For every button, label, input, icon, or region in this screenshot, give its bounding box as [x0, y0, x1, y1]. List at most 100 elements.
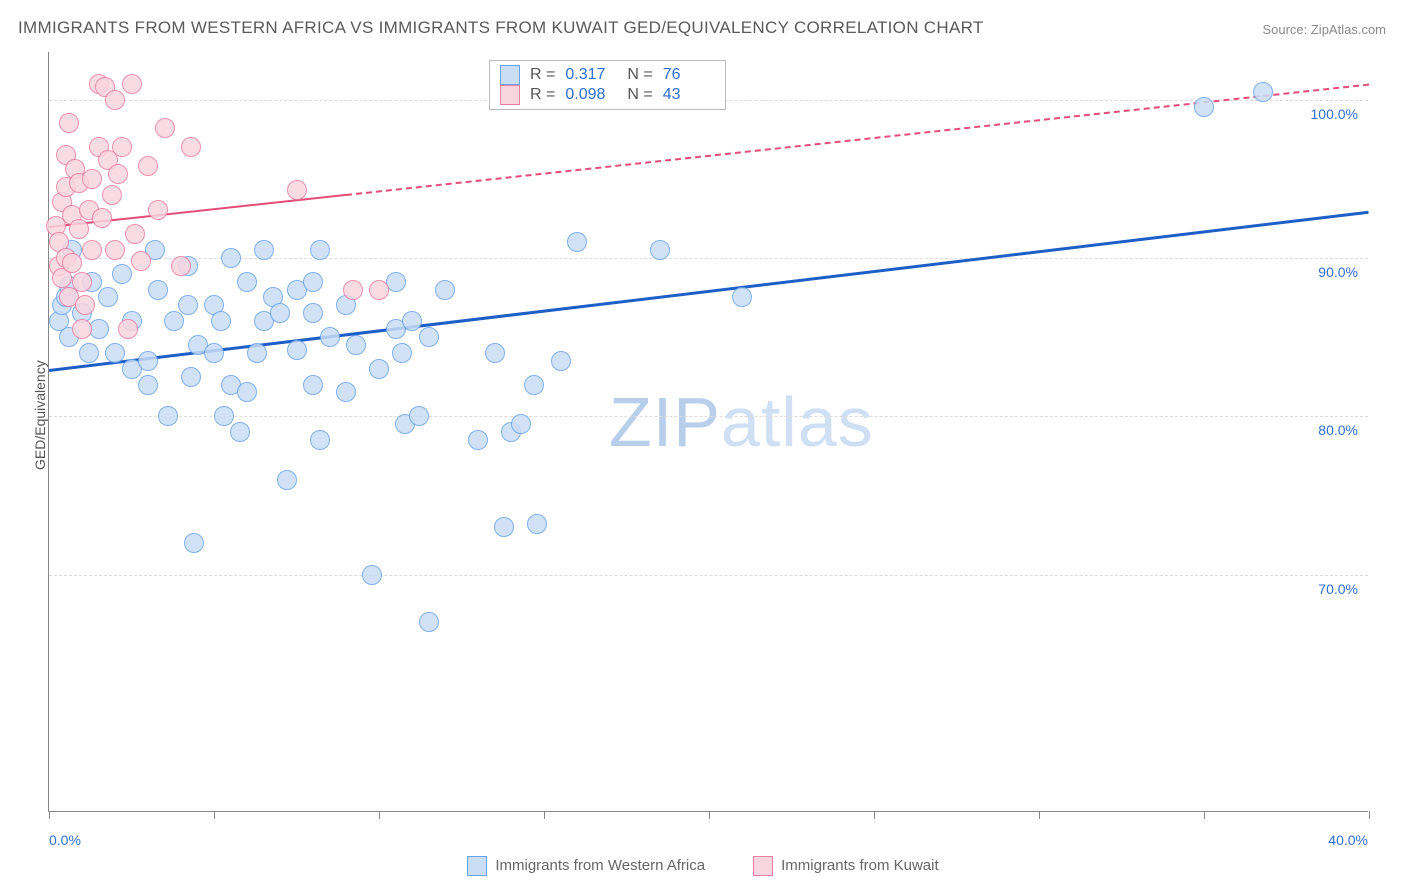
data-point — [72, 319, 92, 339]
data-point — [369, 359, 389, 379]
x-tick — [214, 811, 215, 819]
legend-bottom: Immigrants from Western Africa Immigrants… — [0, 856, 1406, 876]
x-tick — [874, 811, 875, 819]
data-point — [303, 375, 323, 395]
data-point — [184, 533, 204, 553]
gridline — [49, 575, 1368, 576]
chart-title: IMMIGRANTS FROM WESTERN AFRICA VS IMMIGR… — [18, 18, 984, 38]
data-point — [310, 240, 330, 260]
data-point — [419, 612, 439, 632]
x-tick — [544, 811, 545, 819]
data-point — [221, 248, 241, 268]
data-point — [650, 240, 670, 260]
stats-n-value: 43 — [663, 86, 715, 104]
data-point — [181, 137, 201, 157]
data-point — [270, 303, 290, 323]
data-point — [138, 351, 158, 371]
data-point — [102, 185, 122, 205]
x-tick — [1039, 811, 1040, 819]
data-point — [82, 169, 102, 189]
data-point — [105, 90, 125, 110]
data-point — [75, 295, 95, 315]
data-point — [155, 118, 175, 138]
data-point — [485, 343, 505, 363]
data-point — [148, 280, 168, 300]
stats-n-label: N = — [627, 86, 652, 104]
data-point — [112, 264, 132, 284]
data-point — [82, 240, 102, 260]
y-tick-label: 70.0% — [1318, 581, 1358, 597]
legend-swatch — [753, 856, 773, 876]
stats-n-label: N = — [627, 66, 652, 84]
y-axis-label: GED/Equivalency — [32, 360, 48, 470]
data-point — [108, 164, 128, 184]
data-point — [254, 240, 274, 260]
data-point — [732, 287, 752, 307]
data-point — [98, 287, 118, 307]
data-point — [303, 272, 323, 292]
data-point — [237, 272, 257, 292]
x-tick — [49, 811, 50, 819]
y-tick-label: 80.0% — [1318, 422, 1358, 438]
data-point — [237, 382, 257, 402]
data-point — [59, 113, 79, 133]
data-point — [69, 219, 89, 239]
stats-r-label: R = — [530, 66, 555, 84]
x-tick-label-left: 0.0% — [49, 832, 81, 848]
data-point — [158, 406, 178, 426]
x-tick — [1369, 811, 1370, 819]
data-point — [551, 351, 571, 371]
stats-box: R = 0.317 N = 76R = 0.098 N = 43 — [489, 60, 726, 110]
plot-area: ZIPatlas 70.0%80.0%90.0%100.0%0.0%40.0%R… — [48, 52, 1368, 812]
data-point — [118, 319, 138, 339]
data-point — [511, 414, 531, 434]
data-point — [336, 382, 356, 402]
stats-swatch — [500, 65, 520, 85]
watermark: ZIPatlas — [609, 382, 874, 462]
data-point — [468, 430, 488, 450]
stats-r-value: 0.098 — [565, 86, 617, 104]
data-point — [247, 343, 267, 363]
legend-item: Immigrants from Western Africa — [467, 856, 705, 876]
data-point — [138, 156, 158, 176]
stats-n-value: 76 — [663, 66, 715, 84]
data-point — [409, 406, 429, 426]
watermark-part-b: atlas — [721, 383, 874, 461]
gridline — [49, 416, 1368, 417]
data-point — [79, 343, 99, 363]
data-point — [62, 253, 82, 273]
gridline — [49, 258, 1368, 259]
data-point — [211, 311, 231, 331]
source-label: Source: ZipAtlas.com — [1262, 22, 1386, 37]
data-point — [369, 280, 389, 300]
data-point — [164, 311, 184, 331]
data-point — [105, 240, 125, 260]
data-point — [112, 137, 132, 157]
data-point — [494, 517, 514, 537]
data-point — [362, 565, 382, 585]
data-point — [92, 208, 112, 228]
watermark-part-a: ZIP — [609, 383, 721, 461]
x-tick — [379, 811, 380, 819]
data-point — [230, 422, 250, 442]
data-point — [402, 311, 422, 331]
data-point — [287, 340, 307, 360]
data-point — [125, 224, 145, 244]
data-point — [122, 74, 142, 94]
stats-row: R = 0.317 N = 76 — [500, 65, 715, 85]
x-tick-label-right: 40.0% — [1328, 832, 1368, 848]
stats-swatch — [500, 85, 520, 105]
data-point — [214, 406, 234, 426]
stats-row: R =0.098N =43 — [500, 85, 715, 105]
data-point — [171, 256, 191, 276]
stats-r-value: 0.317 — [565, 66, 617, 84]
y-tick-label: 100.0% — [1311, 106, 1358, 122]
data-point — [131, 251, 151, 271]
data-point — [567, 232, 587, 252]
data-point — [138, 375, 158, 395]
data-point — [343, 280, 363, 300]
legend-item: Immigrants from Kuwait — [753, 856, 939, 876]
legend-label: Immigrants from Western Africa — [495, 857, 705, 874]
data-point — [204, 343, 224, 363]
data-point — [277, 470, 297, 490]
